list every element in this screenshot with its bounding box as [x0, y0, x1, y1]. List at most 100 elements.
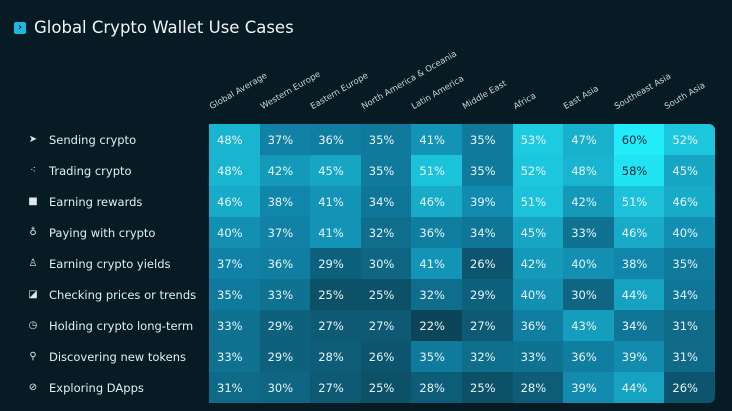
heatmap-cell: 25% — [360, 279, 412, 311]
row-label: Earning crypto yields — [49, 256, 171, 271]
heatmap-cell: 44% — [613, 279, 665, 311]
heatmap-cell: 33% — [209, 341, 261, 373]
heatmap-cell: 60% — [613, 124, 665, 156]
heatmap-cell: 27% — [462, 310, 514, 342]
heatmap-cell: 36% — [411, 217, 463, 249]
heatmap-cell: 51% — [411, 155, 463, 187]
heatmap-cell: 45% — [664, 155, 715, 187]
heatmap-grid: 48% 37% 36% 35% 41% 35% 53% 47% 60% 52% 48% 42% 45% 3… — [209, 124, 715, 403]
row-label: Paying with crypto — [49, 225, 156, 240]
row-label: Checking prices or trends — [49, 287, 197, 302]
heatmap-cell: 22% — [411, 310, 463, 342]
row-label: Exploring DApps — [49, 380, 144, 395]
heatmap-cell: 42% — [563, 186, 615, 218]
heatmap-cell: 36% — [563, 341, 615, 373]
heatmap-cell: 33% — [563, 217, 615, 249]
heatmap-cell: 27% — [360, 310, 412, 342]
heatmap-cell: 35% — [360, 124, 412, 156]
heatmap-cell: 36% — [512, 310, 564, 342]
heatmap-cell: 44% — [613, 372, 665, 403]
heatmap-cell: 30% — [259, 372, 311, 403]
heatmap-cell: 53% — [512, 124, 564, 156]
heatmap-cell: 48% — [209, 124, 261, 156]
heatmap-cell: 35% — [462, 124, 514, 156]
heatmap-cell: 26% — [360, 341, 412, 373]
heatmap-cell: 35% — [411, 341, 463, 373]
heatmap-cell: 33% — [259, 279, 311, 311]
hand-coin-icon: ♁ — [29, 227, 37, 238]
send-icon: ➤ — [28, 134, 38, 145]
heatmap-cell: 40% — [512, 279, 564, 311]
heatmap-cell: 52% — [512, 155, 564, 187]
heatmap-cell: 45% — [310, 155, 362, 187]
heatmap-cell: 37% — [259, 217, 311, 249]
column-label: South Asia — [663, 80, 708, 112]
search-icon: ⚲ — [29, 351, 37, 362]
heatmap-cell: 26% — [462, 248, 514, 280]
heatmap-cell: 39% — [613, 341, 665, 373]
heatmap-cell: 29% — [259, 341, 311, 373]
heatmap-cell: 51% — [613, 186, 665, 218]
user-coins-icon: ♙ — [28, 258, 38, 269]
heatmap-cell: 46% — [209, 186, 261, 218]
heatmap-cell: 38% — [613, 248, 665, 280]
gift-icon: ■ — [28, 196, 38, 207]
heatmap-cell: 27% — [310, 310, 362, 342]
heatmap-cell: 35% — [664, 248, 715, 280]
heatmap-cell: 48% — [563, 155, 615, 187]
heatmap-cell: 30% — [563, 279, 615, 311]
heatmap-cell: 40% — [664, 217, 715, 249]
heatmap-cell: 31% — [664, 310, 715, 342]
row-label: Earning rewards — [49, 194, 143, 209]
heatmap-cell: 37% — [209, 248, 261, 280]
heatmap-cell: 37% — [259, 124, 311, 156]
heatmap-cell: 35% — [462, 155, 514, 187]
heatmap-cell: 29% — [310, 248, 362, 280]
heatmap-cell: 48% — [209, 155, 261, 187]
clock-coin-icon: ◷ — [28, 320, 38, 331]
heatmap-cell: 34% — [462, 217, 514, 249]
heatmap-cell: 38% — [259, 186, 311, 218]
heatmap-cell: 28% — [411, 372, 463, 403]
heatmap-cell: 28% — [310, 341, 362, 373]
heatmap-cell: 32% — [411, 279, 463, 311]
heatmap-cell: 33% — [512, 341, 564, 373]
heatmap-cell: 46% — [664, 186, 715, 218]
heatmap-cell: 25% — [462, 372, 514, 403]
heatmap-cell: 25% — [310, 279, 362, 311]
column-label: East Asia — [562, 83, 601, 112]
heatmap-cell: 47% — [563, 124, 615, 156]
heatmap-cell: 40% — [563, 248, 615, 280]
heatmap-cell: 33% — [209, 310, 261, 342]
heatmap-cell: 29% — [259, 310, 311, 342]
heatmap-cell: 46% — [613, 217, 665, 249]
heatmap-cell: 42% — [259, 155, 311, 187]
heatmap-cell: 31% — [664, 341, 715, 373]
heatmap-cell: 31% — [209, 372, 261, 403]
chart-title: › Global Crypto Wallet Use Cases — [14, 18, 294, 37]
heatmap-cell: 32% — [360, 217, 412, 249]
column-label: Middle East — [461, 78, 509, 112]
heatmap-cell: 34% — [360, 186, 412, 218]
heatmap-cell: 36% — [310, 124, 362, 156]
row-label: Holding crypto long-term — [49, 318, 194, 333]
row-label: Trading crypto — [49, 163, 132, 178]
heatmap-cell: 34% — [613, 310, 665, 342]
heatmap-cell: 40% — [209, 217, 261, 249]
heatmap-cell: 28% — [512, 372, 564, 403]
heatmap-cell: 46% — [411, 186, 463, 218]
chevron-right-icon: › — [14, 21, 26, 34]
row-label: Discovering new tokens — [49, 349, 187, 364]
heatmap-cell: 58% — [613, 155, 665, 187]
title-text: Global Crypto Wallet Use Cases — [34, 18, 294, 37]
heatmap-cell: 27% — [310, 372, 362, 403]
heatmap-cell: 35% — [360, 155, 412, 187]
heatmap-cell: 36% — [259, 248, 311, 280]
heatmap-cell: 41% — [411, 248, 463, 280]
heatmap-cell: 42% — [512, 248, 564, 280]
heatmap-cell: 52% — [664, 124, 715, 156]
heatmap-cell: 41% — [310, 186, 362, 218]
heatmap-cell: 43% — [563, 310, 615, 342]
heatmap-cell: 32% — [462, 341, 514, 373]
heatmap-cell: 51% — [512, 186, 564, 218]
